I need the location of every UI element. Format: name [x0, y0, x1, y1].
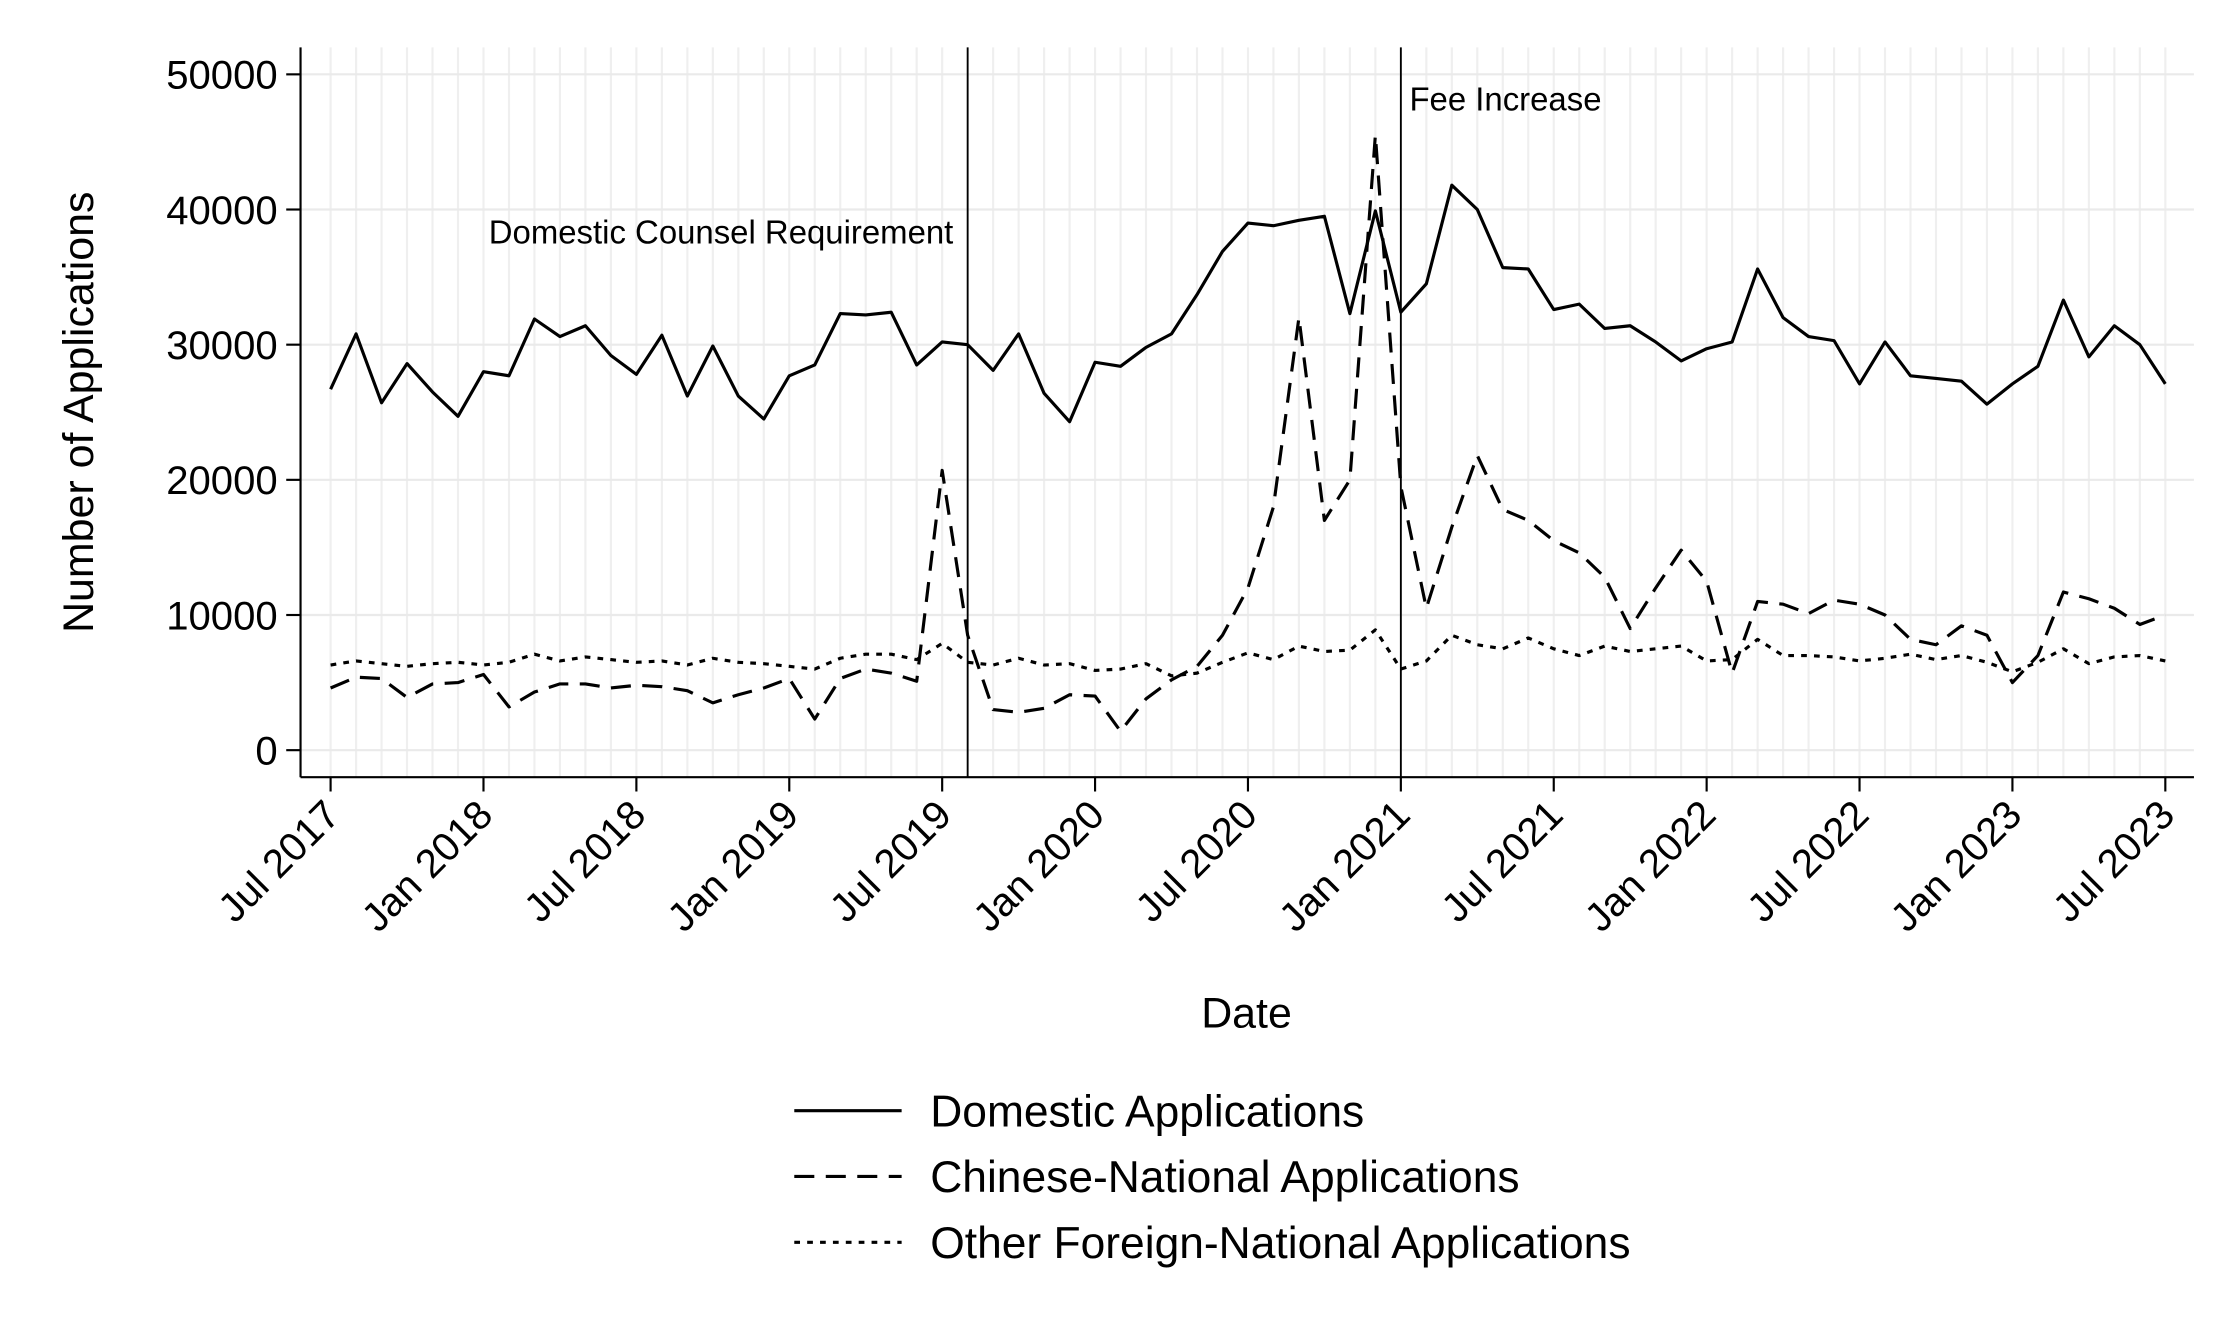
x-tick-label: Jul 2020 — [1128, 793, 1266, 931]
x-tick-label: Jul 2017 — [210, 793, 348, 931]
series-line — [330, 628, 2166, 678]
legend-label: Other Foreign-National Applications — [930, 1219, 1630, 1268]
x-axis-title: Date — [1201, 990, 1292, 1038]
y-tick-label: 30000 — [166, 324, 277, 368]
annotation: Domestic Counsel Requirement — [489, 213, 954, 250]
series-line — [329, 183, 2167, 424]
y-tick-label: 0 — [255, 729, 277, 773]
x-tick-label: Jan 2019 — [659, 793, 807, 941]
x-tick-label: Jul 2018 — [516, 793, 654, 931]
x-tick-label: Jan 2020 — [965, 793, 1113, 941]
legend-label: Chinese-National Applications — [930, 1153, 1519, 1202]
y-axis-title: Number of Applications — [55, 192, 103, 633]
x-tick-label: Jul 2022 — [1739, 793, 1877, 931]
legend-label: Domestic Applications — [930, 1087, 1364, 1136]
y-tick-label: 10000 — [166, 594, 277, 638]
y-tick-label: 40000 — [166, 189, 277, 233]
x-tick-label: Jul 2021 — [1433, 793, 1571, 931]
x-tick-label: Jan 2022 — [1577, 793, 1725, 941]
x-tick-label: Jan 2021 — [1271, 793, 1419, 941]
x-tick-label: Jul 2023 — [2045, 793, 2183, 931]
annotation: Fee Increase — [1409, 80, 1601, 117]
y-tick-label: 20000 — [166, 459, 277, 503]
x-tick-label: Jul 2019 — [822, 793, 960, 931]
x-tick-label: Jan 2018 — [354, 793, 502, 941]
y-tick-label: 50000 — [166, 54, 277, 98]
x-tick-label: Jan 2023 — [1883, 793, 2031, 941]
